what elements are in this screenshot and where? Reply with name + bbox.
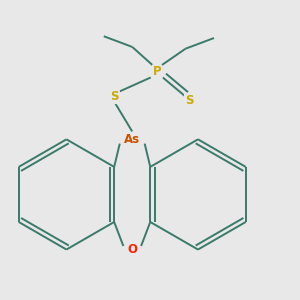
Text: O: O	[127, 243, 137, 256]
Text: S: S	[110, 90, 119, 103]
Text: S: S	[185, 94, 194, 107]
Text: P: P	[153, 65, 161, 78]
Text: As: As	[124, 133, 140, 146]
